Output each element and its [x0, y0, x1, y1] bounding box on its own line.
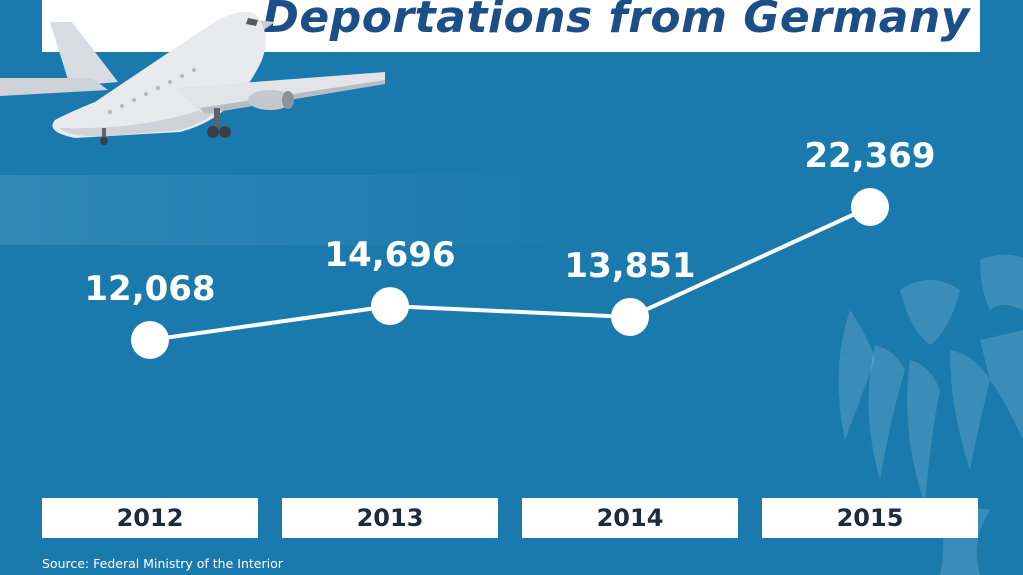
- x-tick-label: 2015: [762, 498, 978, 538]
- airplane-icon: [0, 11, 385, 145]
- sky-haze: [0, 175, 560, 245]
- data-point: [611, 297, 649, 336]
- data-point: [851, 188, 889, 226]
- data-label: 13,851: [564, 246, 695, 286]
- data-point: [131, 321, 169, 359]
- data-label: 12,068: [84, 269, 215, 309]
- chart-title: Deportations from Germany: [262, 0, 970, 43]
- series-line: [149, 205, 871, 342]
- x-tick-label: 2013: [282, 498, 498, 538]
- data-label: 22,369: [804, 136, 935, 176]
- source-note: Source: Federal Ministry of the Interior: [42, 556, 283, 571]
- x-tick-label: 2014: [522, 498, 738, 538]
- x-tick-label: 2012: [42, 498, 258, 538]
- data-point: [371, 287, 409, 326]
- data-label: 14,696: [324, 235, 455, 275]
